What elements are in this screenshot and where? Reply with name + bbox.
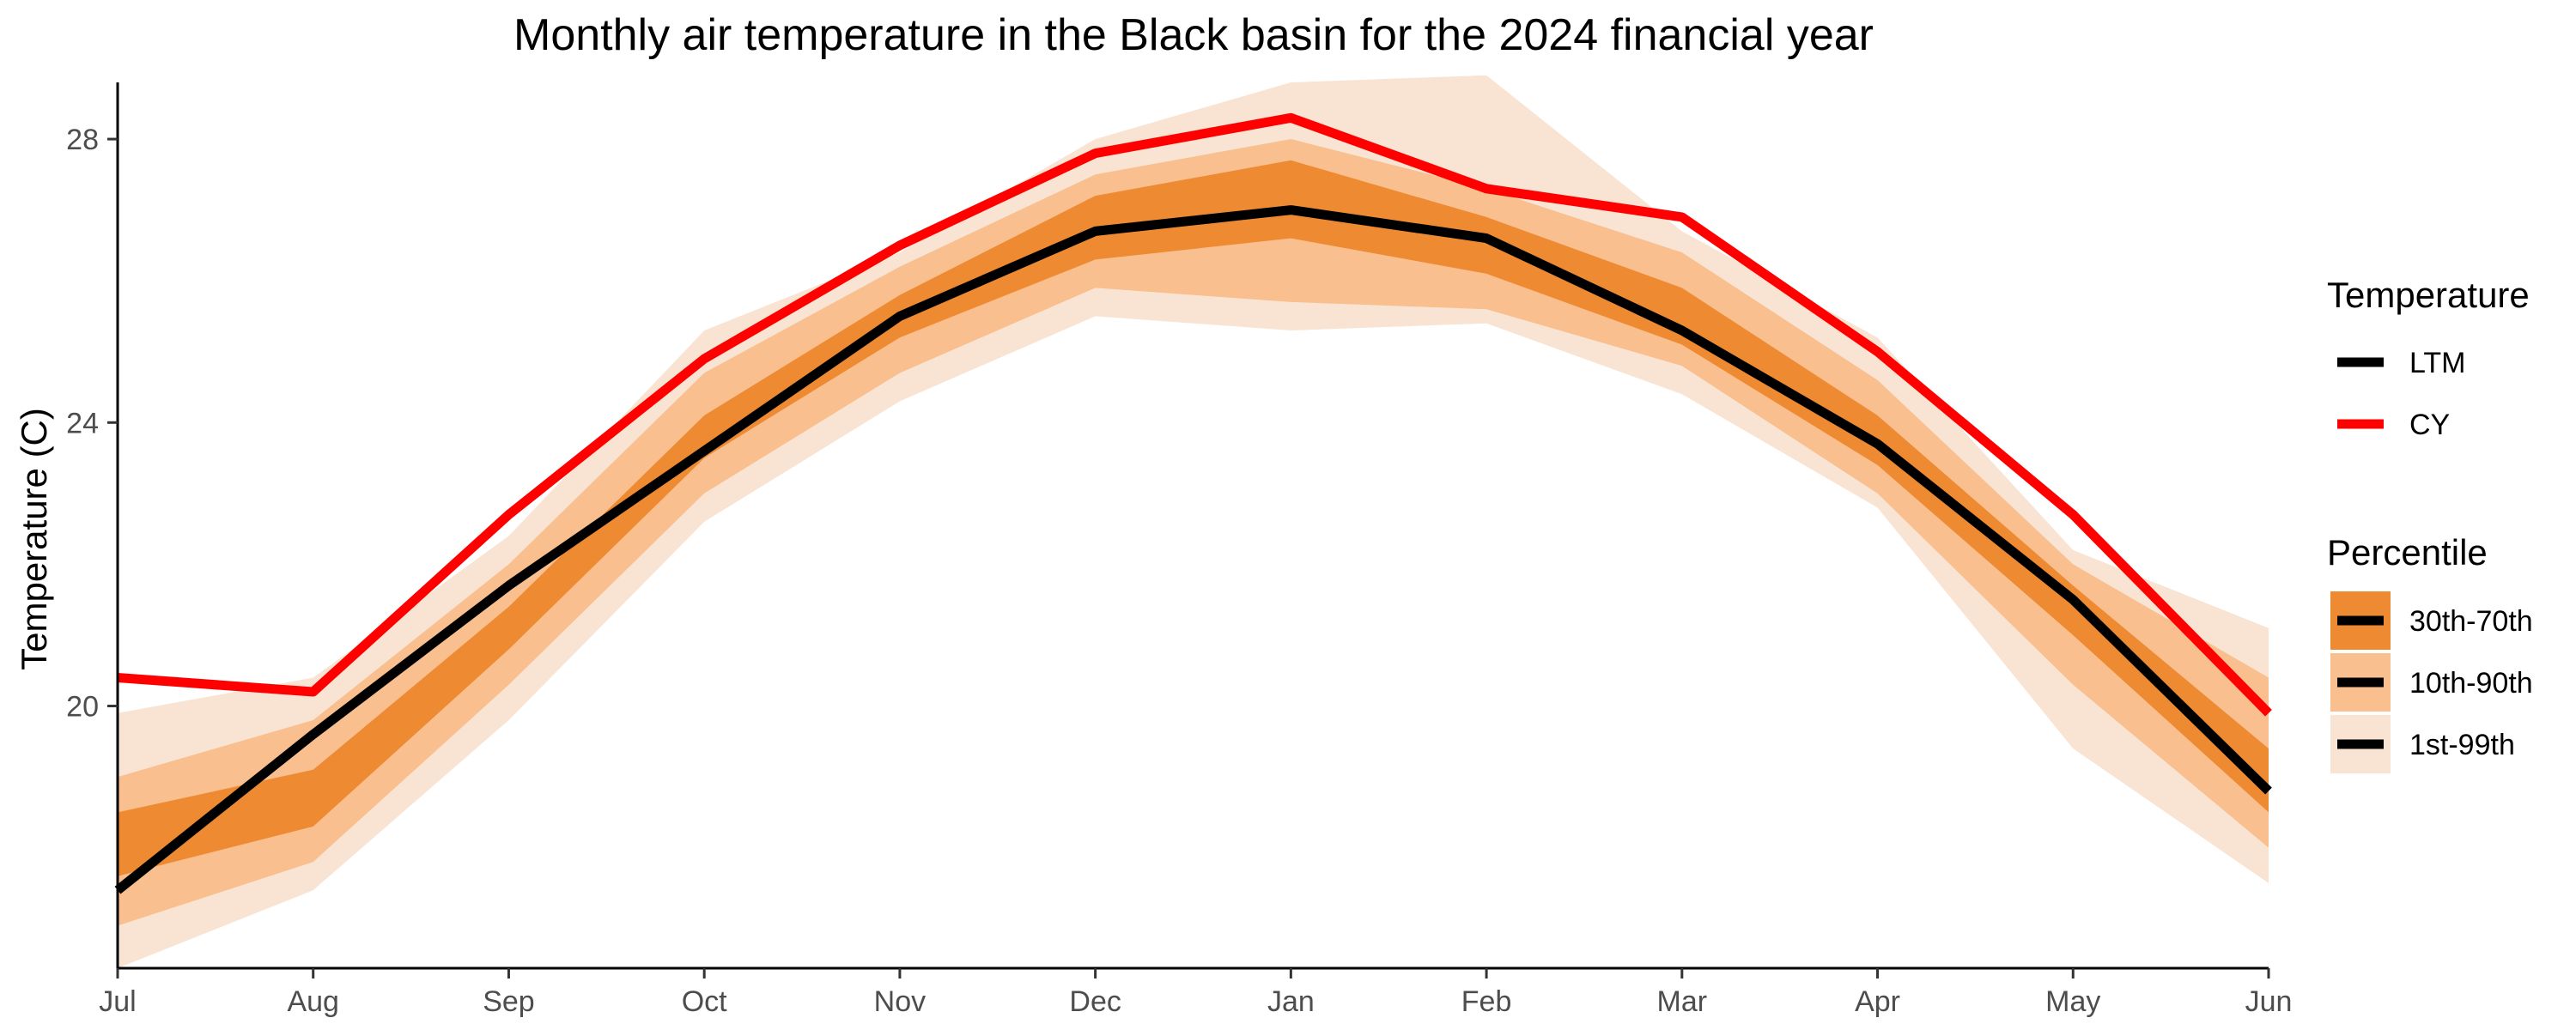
legend-percentile-title: Percentile [2327, 532, 2488, 573]
x-tick-label: Jan [1267, 985, 1315, 1018]
legend-percentile-items: 30th-70th 10th-90th 1st-99th [2330, 591, 2533, 773]
y-tick-label: 20 [66, 691, 99, 724]
y-axis-label: Temperature (C) [14, 408, 54, 670]
x-tick-label: Apr [1855, 985, 1900, 1018]
x-tick-label: May [2045, 985, 2100, 1018]
x-tick-label: Jul [99, 985, 136, 1018]
series-line-cy [117, 112, 2272, 717]
legend-label-ltm: LTM [2409, 347, 2465, 379]
axes [116, 82, 2269, 970]
legend-label-10th-90th: 10th-90th [2409, 667, 2533, 700]
series-line-ltm [114, 205, 2272, 894]
x-tick-label: Oct [682, 985, 727, 1018]
x-tick-label: Sep [483, 985, 535, 1018]
x-tick-label: Mar [1657, 985, 1708, 1018]
x-tick-label: Aug [287, 985, 339, 1018]
x-tick-label: Dec [1069, 985, 1121, 1018]
legend: Temperature LTM CY Percentile 30th-70th 10… [2327, 275, 2533, 773]
band-10th-90th [118, 139, 2269, 926]
chart-title: Monthly air temperature in the Black bas… [513, 10, 1874, 60]
legend-temperature-items: LTM CY [2337, 347, 2465, 441]
x-tick-label: Nov [874, 985, 926, 1018]
legend-label-1st-99th: 1st-99th [2409, 729, 2515, 761]
series-lines [114, 112, 2272, 894]
legend-label-cy: CY [2409, 409, 2450, 441]
y-tick-label: 28 [66, 124, 99, 156]
y-axis-ticks: 20 24 28 [66, 124, 118, 724]
legend-temperature-title: Temperature [2327, 275, 2530, 315]
y-tick-label: 24 [66, 407, 99, 439]
band-30th-70th [118, 160, 2269, 876]
x-tick-label: Jun [2245, 985, 2293, 1018]
x-tick-label: Feb [1461, 985, 1512, 1018]
x-axis-ticks: Jul Aug Sep Oct Nov Dec Jan Feb Mar Apr May Jun [99, 968, 2292, 1018]
legend-label-30th-70th: 30th-70th [2409, 605, 2533, 638]
percentile-bands [118, 75, 2269, 969]
